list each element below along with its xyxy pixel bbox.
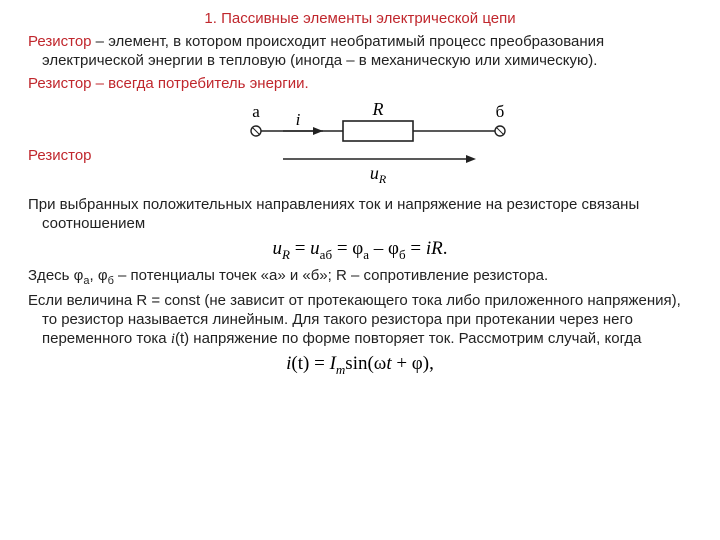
formula-ohm: uR = uаб = φа – φб = iR. (28, 238, 692, 263)
resistor-R-label: R (372, 99, 384, 119)
slide-title: 1. Пассивные элементы электрической цепи (28, 10, 692, 27)
resistor-overlay-label: Резистор (28, 147, 92, 164)
voltage-label: uR (370, 163, 387, 186)
p-relation: При выбранных положительных направлениях… (28, 196, 692, 234)
current-label: i (296, 110, 301, 129)
p-potentials: Здесь φа, φб – потенциалы точек «а» и «б… (28, 267, 692, 289)
terminal-b-label: б (496, 102, 505, 121)
circuit-diagram: а i R б uR (228, 97, 528, 187)
lead-word: Резистор (28, 33, 92, 50)
formula-current: i(t) = Imsin(ωt + φ), (28, 353, 692, 378)
terminal-a-label: а (252, 102, 260, 121)
slide: 1. Пассивные элементы электрической цепи… (0, 0, 720, 540)
p-consumer: Резистор – всегда потребитель энергии. (28, 75, 692, 94)
p1-rest: – элемент, в котором происходит необрати… (42, 33, 604, 69)
p-definition: Резистор – элемент, в котором происходит… (28, 33, 692, 71)
p-linear: Если величина R = const (не зависит от п… (28, 292, 692, 348)
circuit-svg: а i R б uR (228, 97, 528, 187)
diagram-wrap: Резистор а i R б (28, 97, 692, 192)
